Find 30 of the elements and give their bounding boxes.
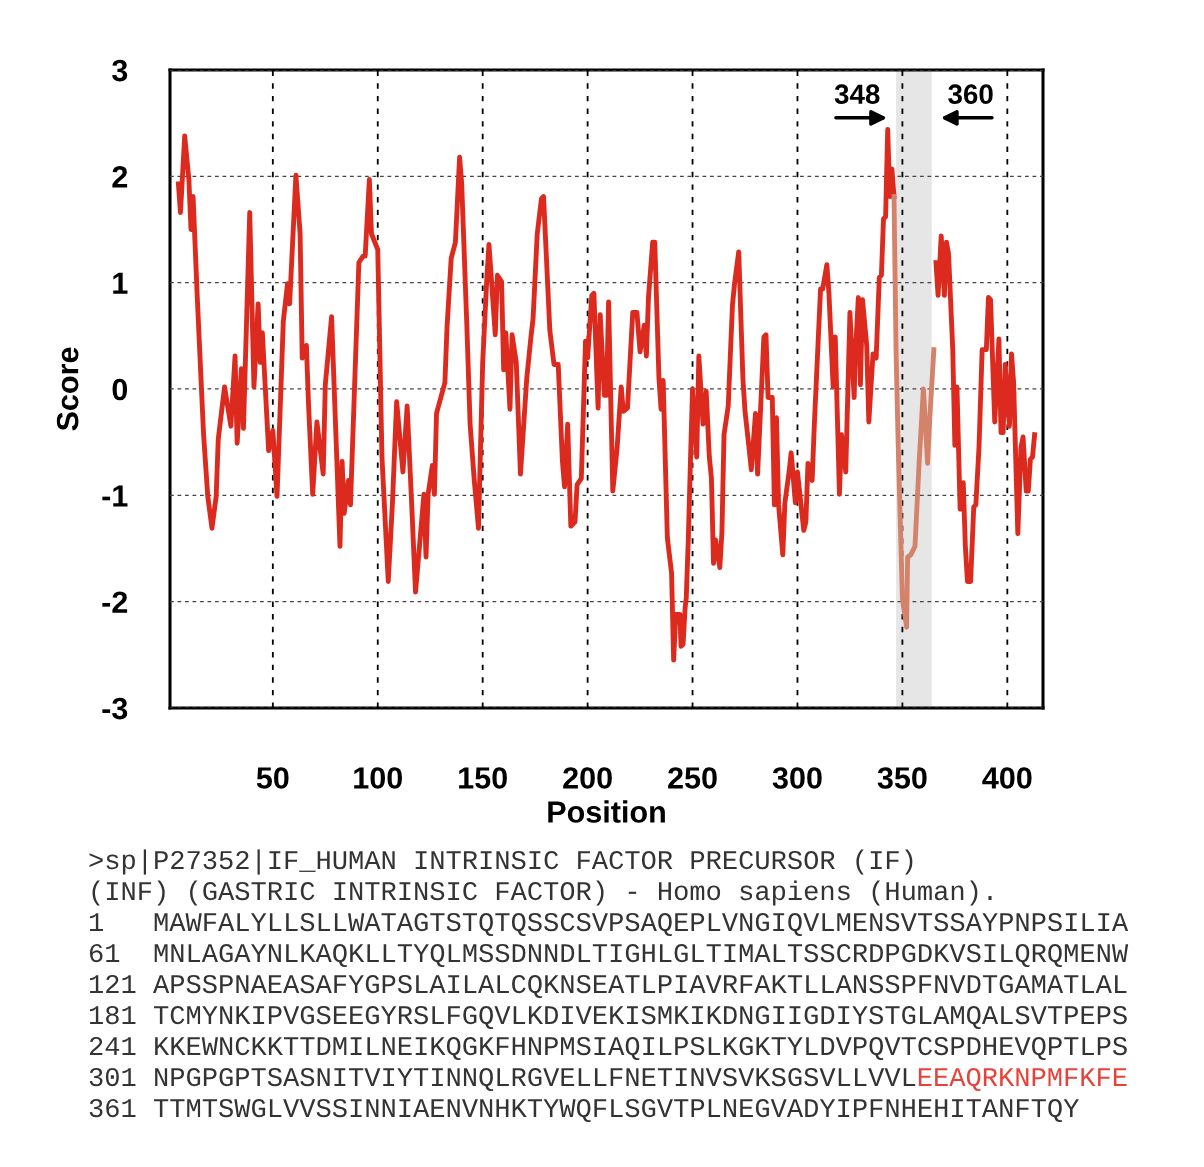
text: 61 MNLAGAYNLKAQKLLTYQLMSSDNNDLTIGHLGLTIMALTSSCRDPGDKVSILQRQMENW [90,943,1129,968]
y-tick-label: 0 [112,378,128,401]
y-tick-label: -1 [102,485,128,507]
text: 361 TTMTSWGLVVSSINNIAENVNHKTYWQFLSGVTPLNEGVADYIPFNHEHITANFTQY [89,1098,1079,1123]
text: >sp|P27352|IF_HUMAN INTRINSIC FACTOR PRECURSOR (IF) [89,849,913,875]
y-tick-label: 1 [113,272,128,294]
x-tick-label: 50 [256,767,289,789]
y-axis-title: Score [56,347,79,431]
x-tick-label: 300 [772,767,822,789]
y-tick-label: -2 [102,591,128,613]
x-tick-label: 150 [459,767,507,789]
text: 121 APSSPNAEASAFYGPSLAILALCQKNSEATLPIAVRFAKTLLANSSPFNVDTGAMATLAL [89,974,1127,999]
x-tick-label: 200 [563,767,612,789]
text: EEAQRKNPMFKFE [918,1067,1127,1092]
text: 181 TCMYNKIPVGSEEGYRSLFGQVLKDIVEKISMKIKDNGIIGDIYSTGLAMQALSVTPEPS [89,1005,1127,1030]
x-tick-label: 250 [668,767,717,789]
y-tick-label: 3 [112,59,128,82]
y-tick-label: -3 [102,697,128,720]
annotation: 360 [948,84,993,105]
text: 241 KKEWNCKKTTDMILNEIKQGKFHNPMSIAQILPSLKGKTYLDVPQVTCSPDHEVQPTLPS [89,1036,1127,1061]
x-tick-label: 350 [877,767,927,789]
x-tick-label: 100 [354,767,402,789]
x-axis-title: Position [548,800,665,823]
annotation: 348 [834,84,880,105]
x-tick-label: 400 [982,767,1032,789]
line-series [891,194,937,630]
text: 301 NPGPGPTSASNITVIYTINNQLRGVELLFNETINVSVKSGSVLLVVL [89,1067,916,1092]
text: 1 MAWFALYLLSLLWATAGTSTQTQSSCSVPSAQEPLVNGIQVLMENSVTSSAYPNPSILIA [89,912,1129,937]
y-tick-label: 2 [112,166,128,188]
text: (INF) (GASTRIC INTRINSIC FACTOR) - Homo sapiens (Human). [92,880,992,906]
